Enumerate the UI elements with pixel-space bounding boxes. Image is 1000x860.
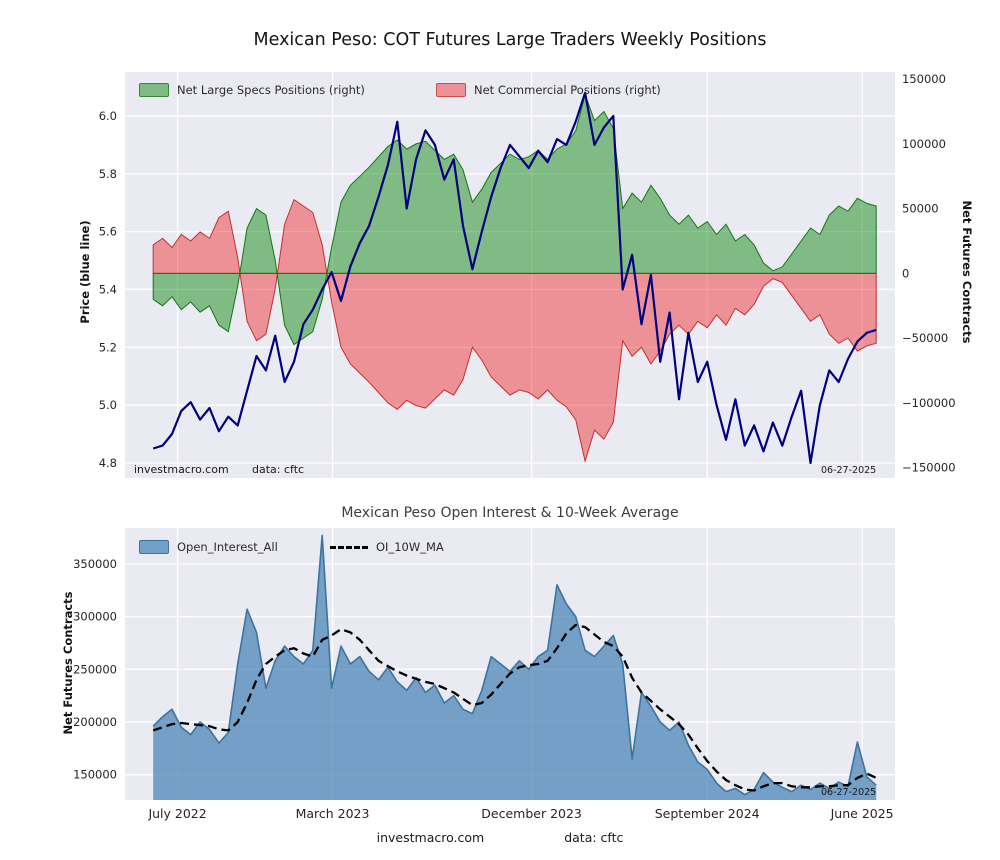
top-left-tick-label: 5.2 [99, 340, 117, 354]
bottom-left-tick-label: 350000 [73, 557, 117, 571]
legend-oi-10w-ma: OI_10W_MA [330, 540, 444, 554]
bottom-left-tick-label: 250000 [73, 662, 117, 676]
footer-source: data: cftc [564, 830, 624, 845]
bottom-xtick-label: September 2024 [655, 806, 760, 821]
top-left-tick-label: 5.6 [99, 225, 117, 239]
bottom-xtick-label: July 2022 [147, 806, 206, 821]
net-large-specs-positions-area [152, 93, 877, 346]
top-chart-date-annotation: 06-27-2025 [821, 465, 877, 476]
oi-10w-ma-line [152, 623, 877, 792]
price-line [152, 91, 877, 465]
bottom-xtick-label: June 2025 [830, 806, 894, 821]
legend-label-oi-10w-ma: OI_10W_MA [376, 540, 444, 554]
top-right-tick-label: −100000 [902, 396, 956, 410]
blue-area-swatch-icon [139, 540, 169, 554]
legend-net-large-specs: Net Large Specs Positions (right) [139, 83, 365, 97]
legend-label-net-commercial: Net Commercial Positions (right) [474, 83, 661, 97]
red-area-swatch-icon [436, 83, 466, 97]
net-commercial-positions-area [152, 198, 877, 464]
legend-label-net-large-specs: Net Large Specs Positions (right) [177, 83, 365, 97]
bottom-left-tick-label: 150000 [73, 768, 117, 782]
legend-open-interest: Open_Interest_All [139, 540, 278, 554]
bottom-chart-date-annotation: 06-27-2025 [821, 787, 877, 798]
top-left-tick-label: 5.4 [99, 282, 117, 296]
open-interest-area [153, 535, 877, 800]
bottom-left-tick-label: 200000 [73, 715, 117, 729]
footer-site: investmacro.com [376, 830, 485, 845]
watermark-site: investmacro.com [134, 463, 229, 476]
top-plot-background [125, 72, 895, 478]
bottom-xtick-label: December 2023 [481, 806, 582, 821]
legend-net-commercial: Net Commercial Positions (right) [436, 83, 661, 97]
top-chart-title: Mexican Peso: COT Futures Large Traders … [253, 30, 767, 50]
top-left-tick-label: 5.0 [99, 398, 117, 412]
top-right-tick-label: −150000 [902, 461, 956, 475]
legend-label-open-interest: Open_Interest_All [177, 540, 278, 554]
top-left-tick-label: 6.0 [99, 109, 117, 123]
footer: investmacro.com data: cftc [0, 830, 1000, 845]
top-right-tick-label: 0 [902, 266, 909, 280]
green-area-swatch-icon [139, 83, 169, 97]
top-left-tick-label: 5.8 [99, 167, 117, 181]
top-right-axis-label: Net Futures Contracts [960, 200, 974, 344]
bottom-left-axis-label: Net Futures Contracts [61, 591, 75, 735]
open-interest-edge [152, 534, 877, 796]
top-right-tick-label: 150000 [902, 72, 946, 86]
watermark-source: data: cftc [252, 463, 305, 476]
top-right-tick-label: 100000 [902, 137, 946, 151]
top-left-tick-label: 4.8 [99, 456, 117, 470]
bottom-left-tick-label: 300000 [73, 610, 117, 624]
top-left-axis-label: Price (blue line) [78, 220, 92, 324]
dashed-line-swatch-icon [330, 545, 368, 549]
bottom-chart-title: Mexican Peso Open Interest & 10-Week Ave… [341, 505, 679, 521]
bottom-xtick-label: March 2023 [296, 806, 370, 821]
top-right-tick-label: 50000 [902, 202, 939, 216]
top-right-tick-label: −50000 [902, 331, 948, 345]
